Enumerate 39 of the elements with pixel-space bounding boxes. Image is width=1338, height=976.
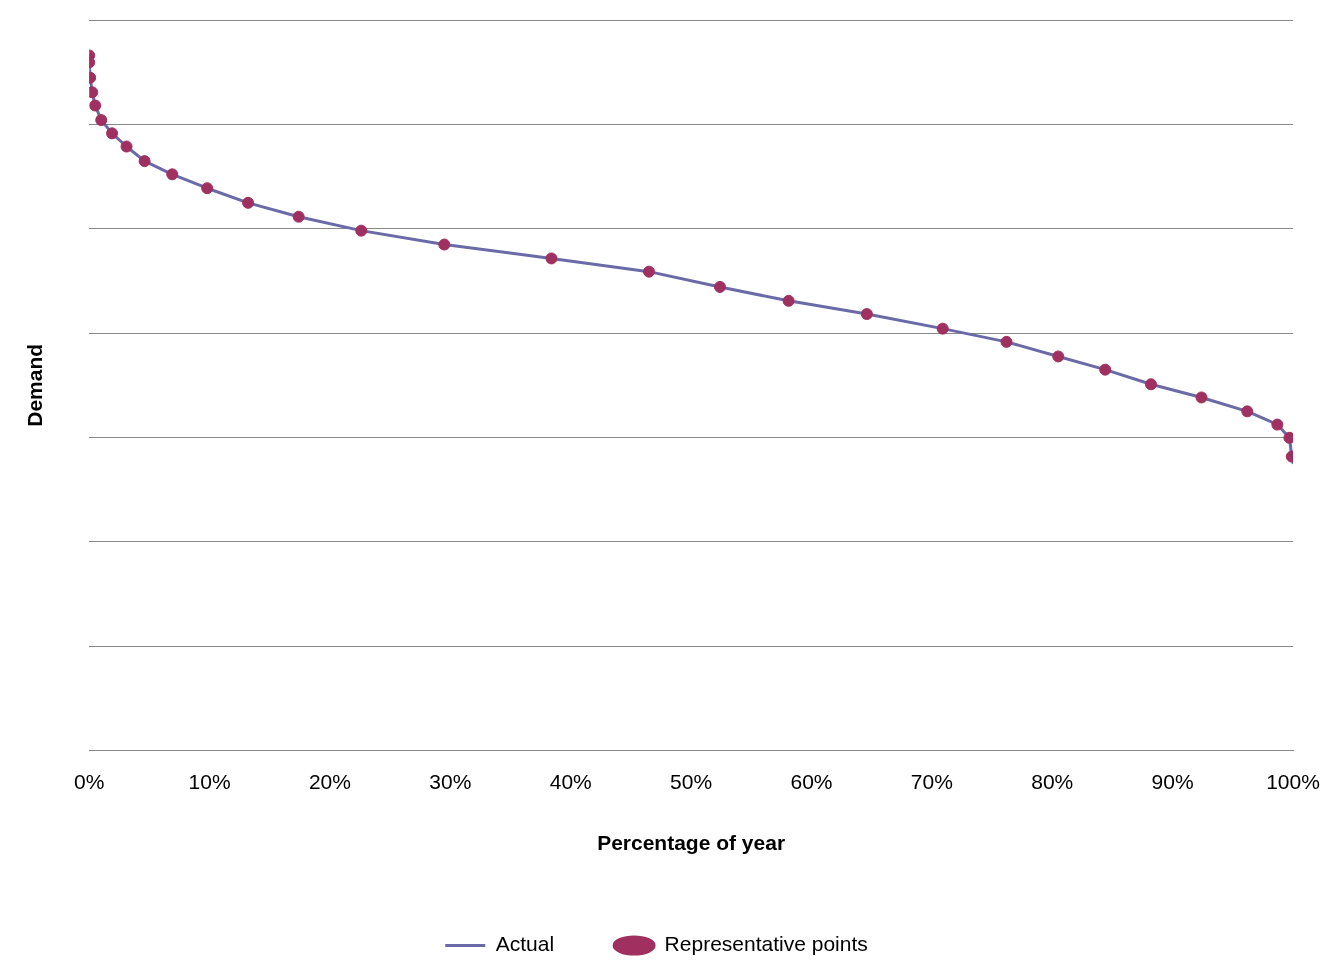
point	[89, 99, 102, 112]
x-tick-label: 70%	[910, 770, 953, 793]
x-axis-title: Percentage of year	[597, 831, 786, 855]
point	[138, 155, 151, 168]
point	[860, 308, 873, 321]
x-tick-label: 30%	[429, 770, 472, 793]
x-tick-label: 10%	[188, 770, 231, 793]
point	[438, 238, 451, 251]
x-tick-label: 50%	[670, 770, 713, 793]
point	[106, 127, 119, 140]
point	[166, 168, 179, 181]
point	[713, 280, 726, 293]
point	[1144, 378, 1157, 391]
point	[1195, 391, 1208, 404]
point	[355, 224, 368, 237]
y-axis-title: Demand	[23, 343, 47, 427]
x-tick-label: 60%	[790, 770, 833, 793]
point	[292, 210, 305, 223]
point	[95, 114, 108, 127]
x-tick-label: 80%	[1031, 770, 1074, 793]
point	[782, 294, 795, 307]
point	[545, 252, 558, 265]
x-tick-label: 20%	[308, 770, 351, 793]
point	[936, 322, 949, 335]
point	[120, 140, 133, 153]
point	[1271, 418, 1284, 431]
point	[1099, 363, 1112, 376]
x-tick-label: 0%	[74, 770, 105, 793]
x-tick-label: 100%	[1266, 770, 1320, 793]
legend-label: Actual	[495, 932, 555, 956]
x-tick-label: 40%	[549, 770, 592, 793]
x-tick-label: 90%	[1151, 770, 1194, 793]
point	[642, 265, 655, 278]
legend-label: Representative points	[664, 932, 868, 956]
point	[1052, 350, 1065, 363]
point	[242, 196, 255, 209]
point	[1241, 405, 1254, 418]
point	[1000, 335, 1013, 348]
point	[201, 182, 214, 195]
